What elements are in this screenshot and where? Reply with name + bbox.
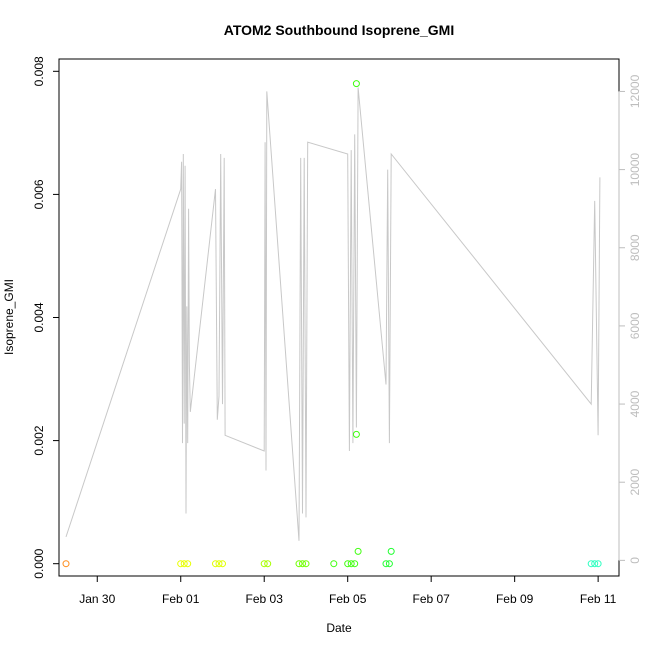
data-point	[344, 560, 352, 568]
left-axis: 0.000 0.002 0.004 0.006 0.008	[32, 56, 60, 579]
right-axis-tick-label: 10000	[628, 153, 642, 187]
chart-title: ATOM2 Southbound Isoprene_GMI	[224, 22, 454, 38]
bottom-axis-tick-label: Feb 05	[329, 592, 367, 606]
data-point	[382, 560, 390, 568]
data-point	[62, 560, 70, 568]
data-point	[184, 560, 192, 568]
data-point	[347, 560, 355, 568]
bottom-axis-tick-label: Feb 07	[412, 592, 450, 606]
right-axis-tick-label: 8000	[628, 234, 642, 261]
right-axis-tick-label: 6000	[628, 312, 642, 339]
data-point	[177, 560, 185, 568]
bottom-axis-tick-label: Feb 03	[246, 592, 284, 606]
data-point	[219, 560, 226, 568]
left-axis-tick-label: 0.002	[32, 425, 46, 455]
data-point	[385, 560, 393, 568]
right-axis-tick-label: 2000	[628, 469, 642, 496]
data-point	[594, 560, 602, 568]
right-axis-tick-label: 12000	[628, 74, 642, 108]
data-point	[354, 547, 362, 555]
data-point	[351, 560, 359, 568]
left-axis-tick-label: 0.006	[32, 179, 46, 209]
data-point	[587, 560, 595, 568]
points-layer	[62, 80, 602, 568]
data-point	[295, 560, 303, 568]
data-point	[260, 560, 268, 568]
data-point	[180, 560, 188, 568]
y-axis-label: Isoprene_GMI	[2, 279, 16, 355]
data-point	[215, 560, 223, 568]
right-axis-tick-label: 4000	[628, 390, 642, 417]
data-point	[264, 560, 272, 568]
bottom-axis-tick-label: Jan 30	[79, 592, 115, 606]
right-axis-tick-label: 0	[628, 557, 642, 564]
bottom-axis-tick-label: Feb 11	[580, 592, 617, 606]
secondary-series-line	[65, 87, 601, 541]
bottom-axis-tick-label: Feb 01	[162, 592, 200, 606]
data-point	[352, 430, 360, 438]
data-point	[591, 560, 599, 568]
bottom-axis-tick-label: Feb 09	[496, 592, 534, 606]
right-axis: 0 2000 4000 6000 8000 10000 12000	[618, 74, 642, 564]
data-point	[330, 560, 338, 568]
data-point	[212, 560, 219, 568]
data-point	[352, 80, 360, 88]
left-axis-tick-label: 0.008	[32, 56, 46, 86]
data-point	[387, 547, 395, 555]
secondary-line-layer	[65, 87, 601, 541]
left-axis-tick-label: 0.000	[32, 548, 46, 578]
bottom-axis: Jan 30 Feb 01 Feb 03 Feb 05 Feb 07 Feb 09 Feb …	[79, 575, 617, 606]
data-point	[299, 560, 306, 568]
data-point	[302, 560, 310, 568]
x-axis-label: Date	[326, 621, 352, 635]
left-axis-tick-label: 0.004	[32, 302, 46, 332]
